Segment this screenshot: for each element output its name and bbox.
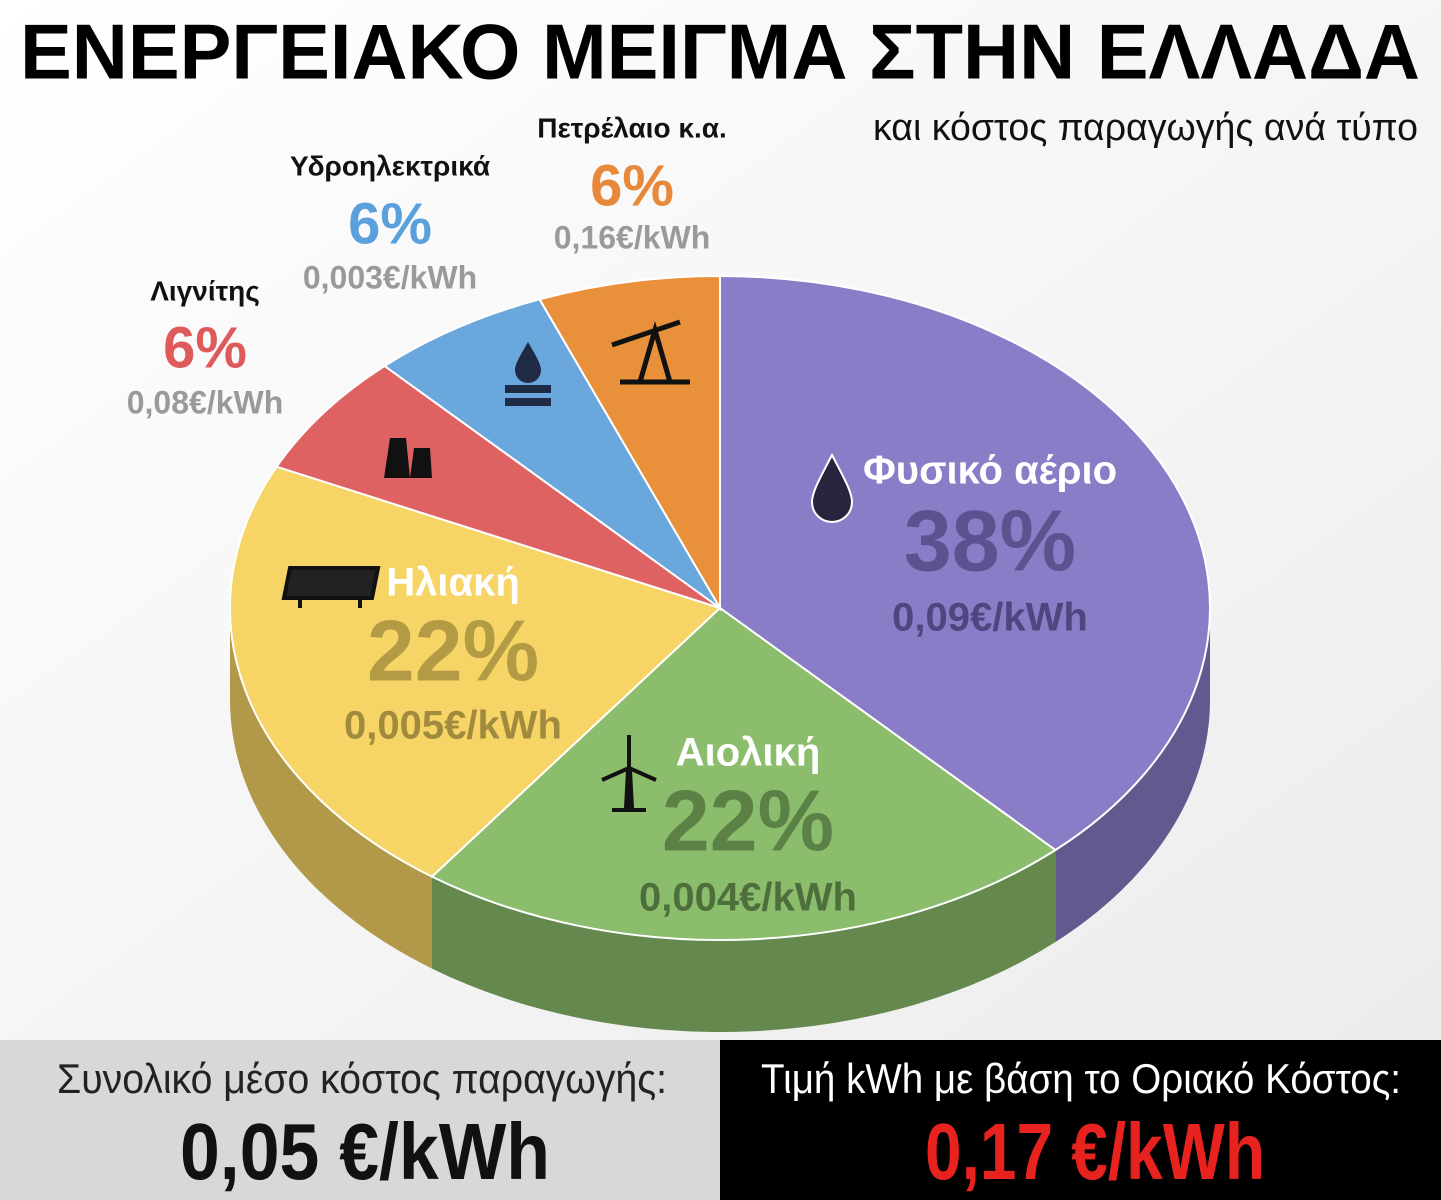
slice-percent: 6% [590, 153, 674, 218]
footer-right-label: Τιμή kWh με βάση το Οριακό Κόστος: [761, 1055, 1401, 1102]
slice-cost: 0,004€/kWh [639, 876, 857, 920]
wind-icon [601, 735, 657, 812]
oil-icon [611, 319, 690, 385]
slice-name: Αιολική [676, 731, 821, 775]
footer-left-panel [0, 1040, 720, 1200]
slice-percent: 6% [348, 191, 432, 256]
chart-subtitle: και κόστος παραγωγής ανά τύπο [873, 107, 1418, 149]
lignite-icon [384, 438, 432, 478]
slice-side [1055, 608, 1210, 943]
slice [430, 606, 1058, 941]
slice-percent: 38% [904, 494, 1076, 590]
slice-percent: 6% [163, 315, 247, 380]
slice-name: Πετρέλαιο κ.α. [537, 112, 726, 143]
slice-cost: 0,005€/kWh [344, 704, 562, 748]
slice-name: Λιγνίτης [150, 275, 260, 306]
slice-cost: 0,08€/kWh [127, 384, 284, 420]
footer-right-panel [720, 1040, 1441, 1200]
slice [382, 298, 721, 609]
slice-cost: 0,09€/kWh [892, 596, 1088, 640]
chart-title: ΕΝΕΡΓΕΙΑΚΟ ΜΕΙΓΜΑ ΣΤΗΝ ΕΛΛΑΔΑ [20, 8, 1420, 96]
slice-labels: Φυσικό αέριο38%0,09€/kWhΑιολική22%0,004€… [127, 112, 1117, 919]
gas-icon [810, 452, 854, 523]
slice [719, 274, 1211, 852]
slice-cost: 0,003€/kWh [303, 259, 477, 295]
solar-icon [281, 566, 381, 608]
slice-percent: 22% [367, 604, 539, 700]
slice-name: Ηλιακή [386, 561, 520, 605]
pie [229, 274, 1211, 1032]
footer-left-label: Συνολικό μέσο κόστος παραγωγής: [57, 1055, 667, 1102]
slice [538, 274, 721, 612]
slice-percent: 22% [662, 774, 834, 870]
footer-left-value: 0,05 €/kWh [180, 1107, 550, 1196]
slice-side [230, 608, 432, 969]
slice [275, 364, 721, 609]
slice-cost: 0,16€/kWh [554, 219, 711, 255]
hydro-icon [505, 342, 551, 406]
slice-name: Φυσικό αέριο [863, 449, 1117, 493]
slice-side [431, 850, 1056, 1032]
footer-right-value: 0,17 €/kWh [925, 1107, 1265, 1196]
slice-name: Υδροηλεκτρικά [290, 150, 490, 181]
